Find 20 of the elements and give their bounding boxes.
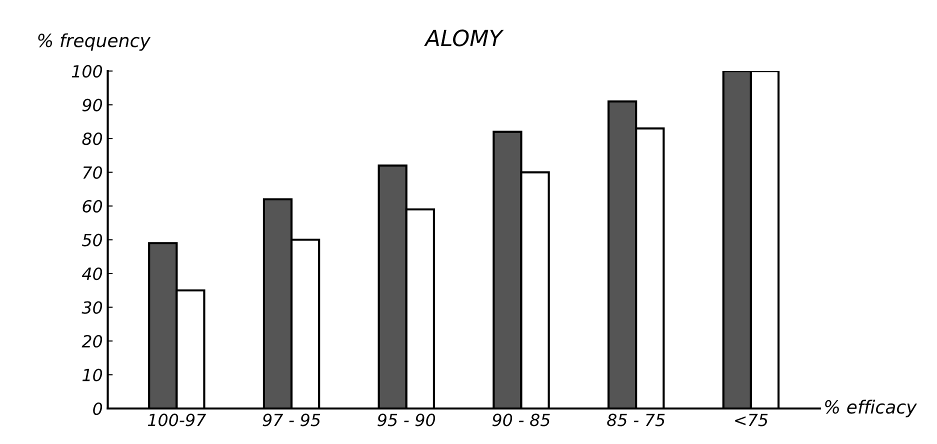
x-tick-label: 90 - 85 [492, 414, 550, 426]
y-tick-label: 50 [82, 234, 102, 246]
y-tick-label: 70 [83, 166, 102, 179]
x-tick-label: 100-97 [148, 414, 206, 426]
x-tick-label: 97 - 95 [262, 414, 320, 426]
y-tick-label: 80 [82, 132, 102, 146]
y-tick-label: 10 [82, 368, 102, 382]
y-tick-label: 60 [82, 200, 102, 213]
y-tick-label: 30 [82, 301, 102, 314]
y-axis-title: % frequency [38, 33, 151, 51]
y-tick-label: 100 [72, 65, 102, 78]
y-tick-label: 40 [82, 267, 102, 280]
x-tick-label: <75 [735, 414, 768, 426]
y-tick-label: 90 [82, 98, 102, 112]
x-axis-title: % efficacy [825, 400, 917, 418]
chart-title: ALOMY [424, 30, 504, 46]
y-tick-label: 20 [82, 334, 102, 348]
y-tick-label: 0 [93, 402, 102, 416]
x-tick-label: 85 - 75 [607, 414, 665, 426]
x-tick-label: 95 - 90 [378, 414, 436, 426]
